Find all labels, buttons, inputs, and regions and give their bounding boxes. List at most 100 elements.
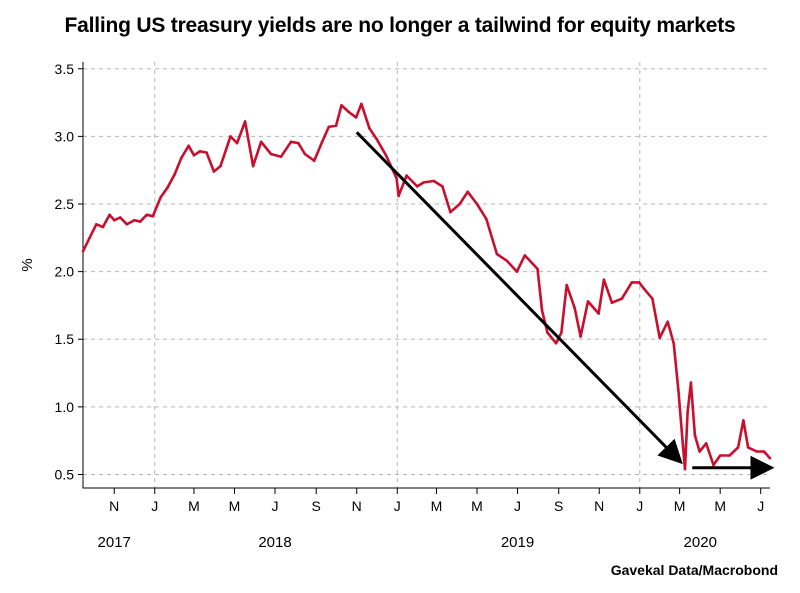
data-point — [610, 301, 614, 305]
x-tick-label: M — [714, 498, 726, 514]
data-point — [554, 342, 558, 345]
x-tick-label: J — [394, 498, 401, 514]
data-point — [187, 144, 190, 148]
data-point — [643, 287, 646, 291]
x-year-label: 2017 — [98, 534, 131, 551]
data-point — [718, 454, 722, 457]
data-point — [279, 155, 283, 158]
data-point — [151, 214, 155, 218]
tick-labels: 0.5 1.0 1.5 2.0 2.5 3.0 3.5 N J M M J S N J M M J S N J M M J 20… — [19, 61, 764, 551]
data-point — [540, 309, 544, 313]
data-point — [312, 159, 316, 162]
data-point — [755, 450, 758, 453]
trend-arrow — [355, 131, 683, 465]
source-note: Gavekal Data/Macrobond — [610, 562, 778, 578]
data-point — [565, 283, 568, 287]
data-point — [327, 125, 331, 129]
y-tick-label: 1.0 — [55, 399, 75, 415]
data-point — [166, 186, 169, 190]
data-point — [95, 223, 98, 226]
data-point — [243, 120, 247, 123]
data-point — [432, 179, 436, 183]
data-point — [297, 141, 300, 145]
axis-frame — [82, 62, 770, 489]
data-point — [683, 467, 687, 471]
data-point — [125, 223, 129, 226]
data-point — [573, 306, 576, 310]
x-tick-label: M — [188, 498, 200, 514]
data-point — [637, 281, 641, 284]
data-point — [81, 250, 85, 253]
data-point — [219, 164, 222, 168]
x-tick-label: S — [554, 498, 563, 514]
data-point — [686, 411, 689, 414]
yield-line — [81, 102, 771, 471]
data-point — [354, 116, 358, 119]
data-point — [620, 297, 624, 301]
x-tick-label: M — [431, 498, 443, 514]
y-tick-label: 1.5 — [55, 331, 75, 347]
data-point — [88, 236, 91, 240]
y-tick-label: 0.5 — [55, 466, 75, 482]
data-point — [579, 335, 582, 338]
data-point — [746, 446, 750, 449]
x-tick-label: J — [151, 498, 158, 514]
data-point — [495, 252, 499, 256]
annotation-layer — [355, 131, 775, 480]
x-tick-label: N — [352, 498, 362, 514]
x-tick-label: M — [471, 498, 483, 514]
x-year-label: 2019 — [501, 534, 534, 551]
data-point — [173, 172, 176, 176]
data-point — [651, 297, 654, 301]
data-point — [289, 140, 293, 144]
data-point — [505, 259, 509, 263]
data-point — [212, 170, 216, 173]
x-tick-label: M — [674, 498, 686, 514]
data-point — [762, 450, 766, 453]
data-point — [101, 225, 105, 229]
data-point — [466, 190, 470, 194]
data-point — [475, 202, 479, 206]
y-tick-label: 3.0 — [55, 128, 75, 144]
data-point — [698, 450, 701, 453]
data-point — [205, 151, 208, 154]
series-group — [81, 102, 772, 471]
y-tick-label: 3.5 — [55, 61, 75, 77]
data-point — [449, 210, 452, 214]
data-point — [704, 442, 708, 445]
data-point — [397, 194, 400, 198]
x-tick-label: N — [594, 498, 604, 514]
data-point — [415, 185, 419, 188]
data-point — [340, 104, 343, 107]
data-point — [523, 254, 527, 257]
data-point — [681, 444, 685, 448]
grid-lines — [83, 62, 770, 488]
data-point — [677, 388, 680, 391]
x-tick-label: J — [514, 498, 521, 514]
x-tick-label: J — [636, 498, 643, 514]
x-tick-label: J — [757, 498, 764, 514]
data-point — [689, 381, 693, 384]
data-point — [138, 220, 142, 223]
data-point — [145, 213, 149, 217]
data-point — [334, 124, 338, 127]
data-point — [118, 216, 122, 219]
data-point — [269, 152, 273, 156]
x-tick-label: S — [312, 498, 321, 514]
data-point — [235, 141, 239, 145]
data-point — [303, 152, 307, 156]
data-point — [768, 456, 772, 460]
data-point — [112, 218, 116, 222]
y-tick-label: 2.5 — [55, 196, 75, 212]
data-point — [441, 185, 444, 188]
x-tick-label: J — [272, 498, 279, 514]
data-point — [742, 419, 745, 422]
data-point — [180, 156, 183, 160]
data-point — [192, 154, 196, 157]
x-tick-label: N — [109, 498, 119, 514]
data-point — [602, 278, 606, 282]
data-point — [395, 177, 398, 180]
data-point — [368, 127, 371, 130]
data-point — [485, 217, 488, 221]
series-layer — [81, 102, 772, 471]
